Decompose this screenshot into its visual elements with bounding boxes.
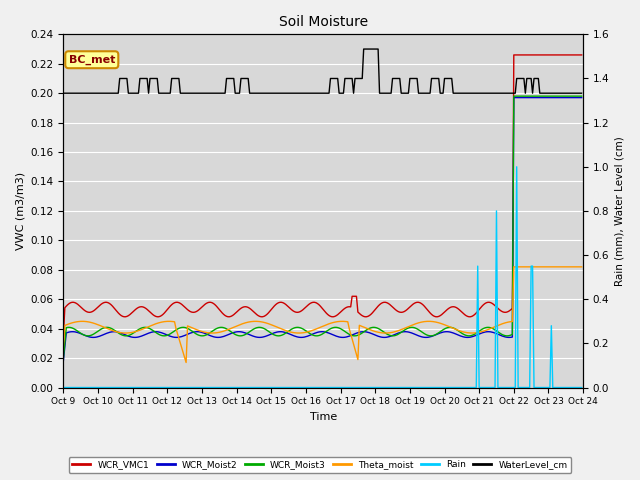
Title: Soil Moisture: Soil Moisture [278, 15, 368, 29]
WCR_VMC1 [286, 305, 294, 311]
Theta_moist [182, 360, 190, 365]
WCR_Moist3 [286, 327, 294, 333]
Line: WCR_Moist2: WCR_Moist2 [63, 97, 582, 360]
Theta_moist [510, 264, 518, 270]
WCR_Moist3 [240, 332, 248, 338]
WCR_Moist2 [60, 358, 67, 363]
Rain [513, 164, 520, 169]
Line: Theta_moist: Theta_moist [63, 267, 582, 362]
Rain [60, 384, 67, 390]
WaterLevel_cm [214, 90, 221, 96]
Theta_moist [552, 264, 559, 270]
Rain [286, 384, 294, 390]
WCR_Moist2 [240, 330, 248, 336]
WCR_Moist3 [510, 93, 518, 99]
WCR_VMC1 [578, 52, 586, 58]
WCR_Moist3 [60, 355, 67, 360]
WCR_Moist2 [123, 333, 131, 338]
WCR_Moist2 [231, 329, 239, 335]
Theta_moist [123, 330, 131, 336]
WCR_VMC1 [214, 305, 221, 311]
WaterLevel_cm [60, 90, 67, 96]
Theta_moist [287, 329, 295, 335]
WCR_VMC1 [550, 52, 558, 58]
Line: WaterLevel_cm: WaterLevel_cm [63, 49, 582, 93]
Rain [578, 384, 586, 390]
WCR_Moist2 [214, 335, 221, 340]
Y-axis label: VWC (m3/m3): VWC (m3/m3) [15, 172, 25, 250]
Rain [231, 384, 239, 390]
WCR_Moist2 [578, 95, 586, 100]
Rain [214, 384, 221, 390]
WCR_VMC1 [231, 311, 239, 316]
WCR_Moist3 [231, 332, 239, 337]
Theta_moist [216, 329, 223, 335]
Theta_moist [241, 320, 249, 326]
WaterLevel_cm [240, 76, 248, 82]
Y-axis label: Rain (mm), Water Level (cm): Rain (mm), Water Level (cm) [615, 136, 625, 286]
WaterLevel_cm [286, 90, 294, 96]
WaterLevel_cm [550, 90, 558, 96]
Rain [240, 384, 248, 390]
WCR_VMC1 [123, 313, 131, 319]
WCR_VMC1 [240, 304, 248, 310]
WCR_Moist3 [214, 325, 221, 331]
WCR_Moist3 [550, 93, 558, 99]
WaterLevel_cm [123, 76, 131, 82]
Theta_moist [578, 264, 586, 270]
Line: Rain: Rain [63, 167, 582, 387]
WCR_Moist2 [510, 95, 518, 100]
Theta_moist [60, 343, 67, 349]
Line: WCR_Moist3: WCR_Moist3 [63, 96, 582, 358]
Rain [550, 384, 558, 390]
X-axis label: Time: Time [310, 412, 337, 422]
WCR_Moist3 [123, 333, 131, 339]
WaterLevel_cm [578, 90, 586, 96]
WCR_Moist2 [286, 331, 294, 337]
WCR_VMC1 [510, 52, 518, 58]
WCR_Moist3 [578, 93, 586, 99]
Rain [123, 384, 131, 390]
WaterLevel_cm [231, 90, 239, 96]
Line: WCR_VMC1: WCR_VMC1 [63, 55, 582, 335]
Theta_moist [233, 323, 241, 329]
WaterLevel_cm [360, 46, 367, 52]
Text: BC_met: BC_met [68, 55, 115, 65]
WCR_Moist2 [550, 95, 558, 100]
WCR_VMC1 [60, 332, 67, 338]
Legend: WCR_VMC1, WCR_Moist2, WCR_Moist3, Theta_moist, Rain, WaterLevel_cm: WCR_VMC1, WCR_Moist2, WCR_Moist3, Theta_… [68, 457, 572, 473]
